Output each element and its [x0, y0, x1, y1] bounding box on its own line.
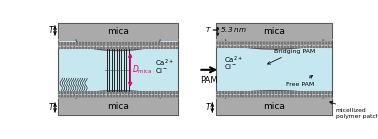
Bar: [216, 23, 332, 115]
Bar: [58, 42, 178, 49]
Bar: [216, 91, 332, 98]
Bar: [216, 23, 332, 40]
Text: Bridging PAM: Bridging PAM: [268, 49, 316, 64]
Polygon shape: [58, 40, 178, 51]
Text: Ca$^{2+}$: Ca$^{2+}$: [155, 58, 174, 69]
Text: Cl$^-$: Cl$^-$: [155, 66, 168, 75]
Bar: [216, 98, 332, 115]
Text: PAM: PAM: [200, 76, 218, 85]
Text: Free PAM: Free PAM: [286, 75, 314, 87]
Text: mica: mica: [263, 27, 285, 36]
Bar: [58, 23, 178, 115]
Text: mica: mica: [107, 102, 129, 111]
Bar: [216, 41, 332, 48]
Bar: [58, 98, 178, 115]
Text: Cl$^-$: Cl$^-$: [224, 62, 237, 71]
Polygon shape: [216, 40, 332, 49]
Polygon shape: [216, 91, 332, 98]
Bar: [58, 23, 178, 40]
Bar: [58, 91, 178, 98]
Text: $T$ = 5.3 nm: $T$ = 5.3 nm: [205, 25, 248, 34]
Text: Ca$^{2+}$: Ca$^{2+}$: [224, 54, 243, 66]
Text: mica: mica: [263, 102, 285, 111]
Text: T: T: [49, 26, 53, 35]
Text: $D_{\rm mica}$: $D_{\rm mica}$: [132, 64, 152, 76]
Text: T: T: [49, 103, 53, 112]
Polygon shape: [58, 91, 178, 98]
Text: mica: mica: [107, 27, 129, 36]
Text: micellized
polymer patches: micellized polymer patches: [330, 101, 378, 119]
Text: T: T: [206, 103, 211, 112]
